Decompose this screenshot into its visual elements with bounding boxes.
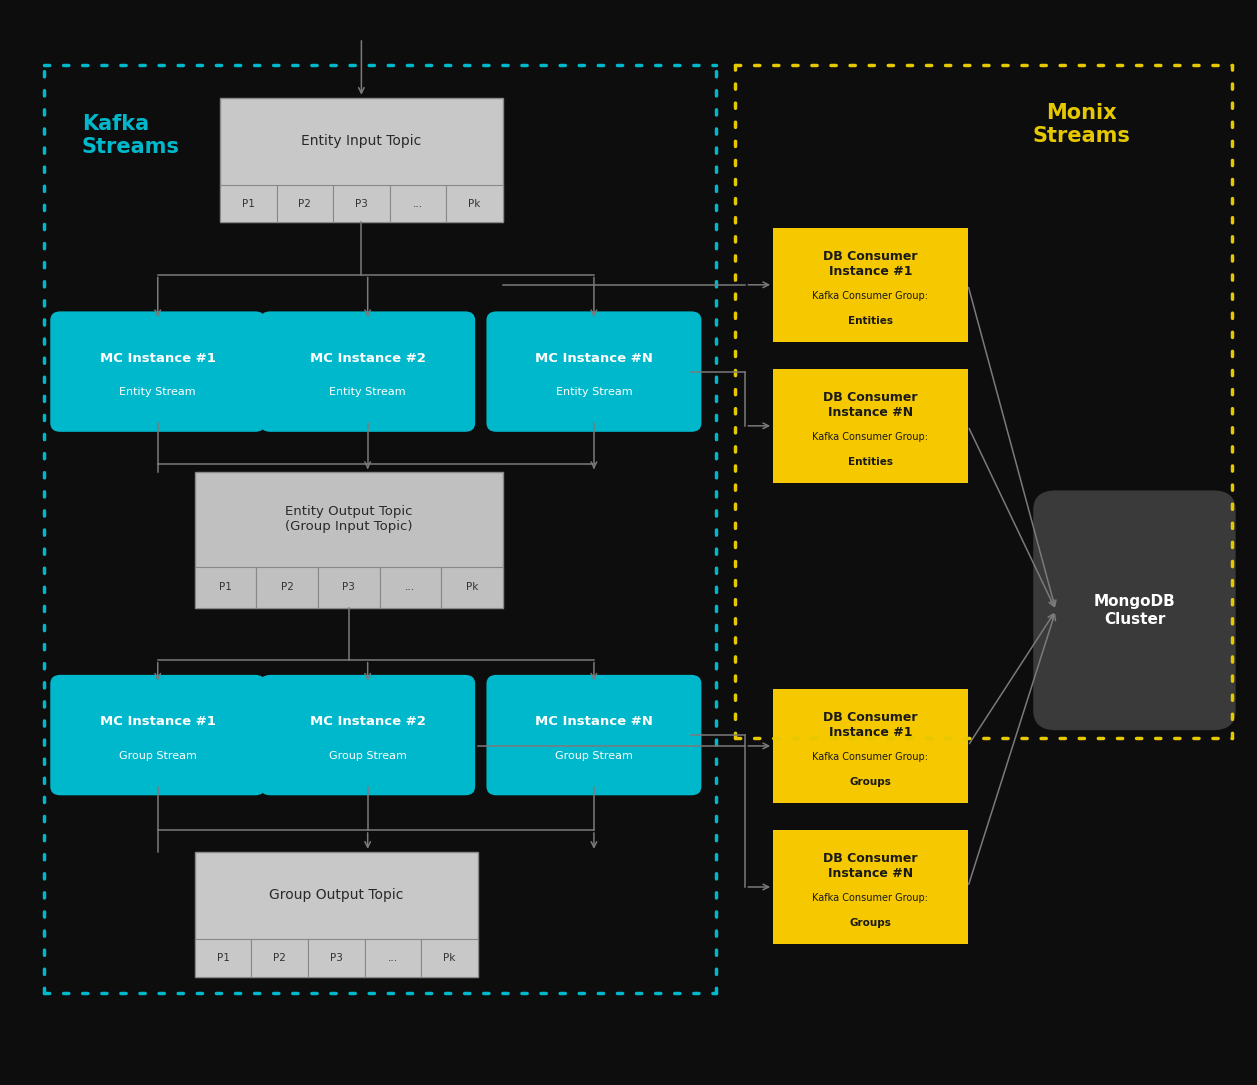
Text: Kafka Consumer Group:: Kafka Consumer Group:	[812, 893, 929, 904]
FancyBboxPatch shape	[260, 675, 475, 795]
FancyBboxPatch shape	[50, 311, 265, 432]
Bar	[365, 939, 421, 976]
Text: MC Instance #1: MC Instance #1	[99, 715, 216, 728]
Text: P2: P2	[273, 953, 287, 962]
Text: Kafka Consumer Group:: Kafka Consumer Group:	[812, 432, 929, 443]
Text: MC Instance #N: MC Instance #N	[535, 715, 652, 728]
Bar	[446, 184, 503, 222]
Bar	[333, 184, 390, 222]
FancyBboxPatch shape	[486, 675, 701, 795]
Text: P1: P1	[241, 199, 255, 208]
Text: Kafka Consumer Group:: Kafka Consumer Group:	[812, 291, 929, 302]
Text: Entities: Entities	[848, 316, 892, 327]
Text: Groups: Groups	[850, 918, 891, 929]
Bar	[220, 98, 503, 222]
Bar	[195, 852, 478, 976]
Bar	[380, 566, 441, 608]
Bar	[195, 939, 251, 976]
Text: Groups: Groups	[850, 777, 891, 788]
Text: P3: P3	[342, 583, 356, 592]
Text: ...: ...	[412, 199, 424, 208]
Bar	[256, 566, 318, 608]
Text: Entity Stream: Entity Stream	[329, 387, 406, 397]
Bar	[251, 939, 308, 976]
Text: Group Stream: Group Stream	[556, 751, 632, 761]
Text: P2: P2	[280, 583, 294, 592]
Text: P2: P2	[298, 199, 312, 208]
Text: P1: P1	[216, 953, 230, 962]
Bar	[390, 184, 446, 222]
Text: MC Instance #2: MC Instance #2	[309, 352, 426, 365]
Bar	[773, 369, 968, 483]
Bar	[195, 472, 503, 608]
Bar	[421, 939, 478, 976]
Text: P3: P3	[354, 199, 368, 208]
Bar	[277, 184, 333, 222]
Text: MC Instance #1: MC Instance #1	[99, 352, 216, 365]
Bar	[773, 228, 968, 342]
Text: MC Instance #N: MC Instance #N	[535, 352, 652, 365]
Text: Pk: Pk	[444, 953, 455, 962]
Bar	[318, 566, 380, 608]
Text: Entities: Entities	[848, 457, 892, 468]
Bar	[195, 566, 256, 608]
Text: Group Stream: Group Stream	[329, 751, 406, 761]
Text: ...: ...	[387, 953, 398, 962]
Bar	[441, 566, 503, 608]
FancyBboxPatch shape	[486, 311, 701, 432]
Text: DB Consumer
Instance #N: DB Consumer Instance #N	[823, 392, 918, 420]
FancyBboxPatch shape	[260, 311, 475, 432]
Text: Group Output Topic: Group Output Topic	[269, 889, 403, 903]
Text: DB Consumer
Instance #1: DB Consumer Instance #1	[823, 251, 918, 279]
Bar	[220, 184, 277, 222]
Text: Entity Output Topic
(Group Input Topic): Entity Output Topic (Group Input Topic)	[285, 506, 412, 534]
Text: P3: P3	[329, 953, 343, 962]
Text: P1: P1	[219, 583, 233, 592]
Text: ...: ...	[405, 583, 416, 592]
Text: Pk: Pk	[469, 199, 480, 208]
Text: Entity Stream: Entity Stream	[556, 387, 632, 397]
Text: DB Consumer
Instance #N: DB Consumer Instance #N	[823, 853, 918, 881]
FancyBboxPatch shape	[1033, 490, 1236, 730]
Text: MongoDB
Cluster: MongoDB Cluster	[1094, 595, 1175, 626]
FancyBboxPatch shape	[50, 675, 265, 795]
Text: Entity Stream: Entity Stream	[119, 387, 196, 397]
Text: Kafka
Streams: Kafka Streams	[82, 114, 180, 157]
Text: DB Consumer
Instance #1: DB Consumer Instance #1	[823, 712, 918, 740]
Text: Monix
Streams: Monix Streams	[1032, 103, 1130, 146]
Text: Kafka Consumer Group:: Kafka Consumer Group:	[812, 752, 929, 763]
Bar	[773, 830, 968, 944]
Bar	[773, 689, 968, 803]
Bar	[308, 939, 365, 976]
Text: Entity Input Topic: Entity Input Topic	[302, 135, 421, 149]
Text: Pk: Pk	[466, 583, 478, 592]
Text: Group Stream: Group Stream	[119, 751, 196, 761]
Text: MC Instance #2: MC Instance #2	[309, 715, 426, 728]
